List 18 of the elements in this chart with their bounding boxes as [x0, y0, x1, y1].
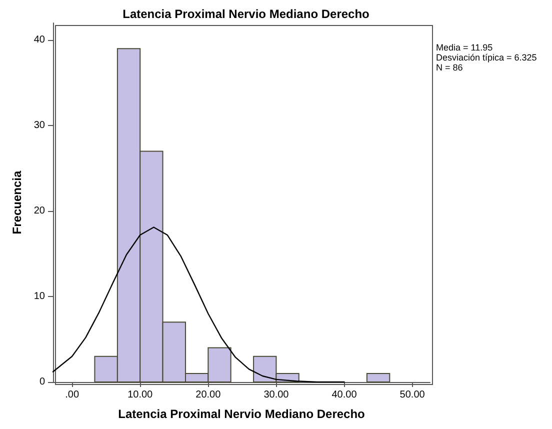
chart-title: Latencia Proximal Nervio Mediano Derecho: [122, 7, 370, 21]
y-tick-label: 20: [34, 206, 46, 217]
text: N = 86: [436, 62, 463, 72]
text: Desviación típica = 6.325: [436, 52, 537, 62]
x-tick-label: 10.00: [128, 390, 154, 400]
x-tick-label: 30.00: [264, 390, 290, 400]
x-tick-label: 50.00: [400, 390, 426, 400]
y-tick-label: 30: [34, 120, 46, 132]
y-tick-label: 10: [34, 291, 46, 302]
x-tick-label: .00: [65, 390, 80, 400]
x-tick-label: 20.00: [196, 390, 222, 400]
y-tick-label: 0: [39, 376, 46, 388]
x-axis-title: Latencia Proximal Nervio Mediano Derecho: [118, 407, 365, 421]
x-tick-label: 40.00: [332, 390, 358, 400]
y-axis-title: Frecuencia: [10, 170, 24, 234]
y-tick-label: 40: [34, 34, 46, 46]
text: Media = 11.95: [436, 42, 493, 52]
line-series: [52, 226, 345, 383]
